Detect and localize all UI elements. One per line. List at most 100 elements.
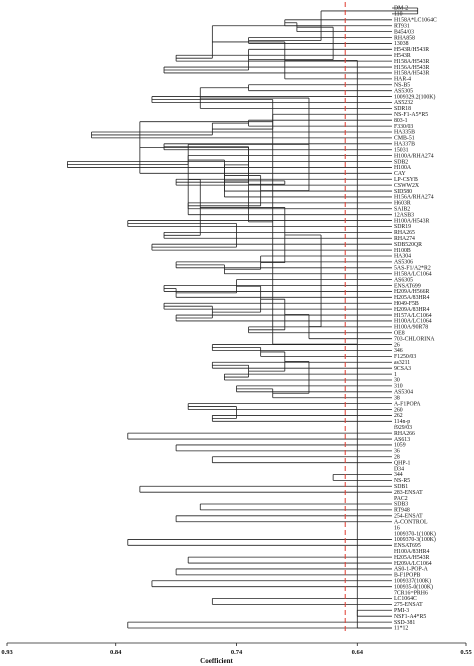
- leaf-label: RHA266: [394, 431, 415, 437]
- leaf-label: SID580: [394, 189, 412, 195]
- leaf-label: DM-2: [394, 6, 408, 12]
- leaf-label: PAC2: [394, 496, 408, 502]
- leaf-label: H100A/83HR4: [394, 549, 430, 555]
- leaf-label: H049-F5B: [394, 301, 419, 307]
- leaf-label: 344: [394, 472, 403, 478]
- leaf-label: H205A/83HR4: [394, 295, 430, 301]
- leaf-label: 7CR16=PRH6: [394, 590, 428, 596]
- leaf-label: H543R/H543R: [394, 47, 429, 53]
- leaf-label: 1: [394, 372, 397, 378]
- leaf-label: NS-F1-A5*R5: [394, 112, 428, 118]
- leaf-label: AS5306: [394, 260, 413, 266]
- leaf-label: B-F1POPB: [394, 573, 421, 579]
- leaf-label: AS5304: [394, 390, 413, 396]
- leaf-label: 310: [394, 384, 403, 390]
- leaf-label: HAR-4: [394, 77, 411, 83]
- leaf-label: 30: [394, 378, 400, 384]
- leaf-label: NS-B5: [394, 82, 410, 88]
- leaf-label: HA337B: [394, 142, 415, 148]
- leaf-label: 1059: [394, 443, 406, 449]
- leaf-label: 1009337(100K): [394, 577, 431, 584]
- leaf-label: H158A/H543R: [394, 59, 430, 65]
- leaf-label: H543R: [394, 53, 411, 59]
- leaf-label: 16: [394, 525, 400, 531]
- leaf-label: NS-R5: [394, 478, 410, 484]
- leaf-label: D34: [394, 466, 404, 472]
- leaf-label: 12ASB3: [394, 212, 414, 218]
- leaf-label: B454/03: [394, 29, 414, 35]
- leaf-label: 38: [394, 395, 400, 401]
- leaf-label: H158A/LC1064: [394, 271, 432, 277]
- leaf-label: CMB-51: [394, 136, 415, 142]
- leaf-label: OE8: [394, 330, 405, 336]
- leaf-label: 5AS-F1/A2*R2: [394, 266, 431, 272]
- leaf-label: 260: [394, 407, 403, 413]
- leaf-label: SDB520QR: [394, 242, 422, 248]
- leaf-label: 110: [394, 12, 403, 18]
- leaf-label: 15031: [394, 147, 409, 153]
- leaf-label: F330/03: [394, 124, 413, 130]
- leaf-label: RHA274: [394, 236, 415, 242]
- leaf-label: SDB2: [394, 159, 408, 165]
- leaf-label: H100B: [394, 248, 411, 254]
- leaf-label: 283-ENSAT: [394, 490, 423, 496]
- leaf-label: SDR18: [394, 106, 411, 112]
- leaf-label: H205A/H543R: [394, 555, 430, 561]
- leaf-label: 262: [394, 413, 403, 419]
- leaf-label: HA335B: [394, 130, 415, 136]
- leaf-label: F1250/03: [394, 354, 416, 360]
- leaf-label: H209A/H566R: [394, 289, 430, 295]
- leaf-label: AS5305: [394, 88, 413, 94]
- leaf-label: 26: [394, 342, 400, 348]
- leaf-label: LC1064C: [394, 596, 417, 602]
- leaf-label: SDB1: [394, 484, 408, 490]
- leaf-label: A-CONTROL: [394, 519, 428, 525]
- leaf-label: 36: [394, 449, 400, 455]
- x-tick-label: 0.93: [1, 649, 13, 656]
- x-tick-label: 0.74: [231, 649, 243, 656]
- leaf-label: H158A*LC1064C: [394, 18, 437, 24]
- leaf-label: H100A/90R78: [394, 325, 428, 331]
- leaf-label: H100A/H543R: [394, 218, 430, 224]
- leaf-label: RHA265: [394, 230, 415, 236]
- leaf-label: 1009370-1(100K): [394, 530, 436, 537]
- axis-title: Coefficient: [200, 657, 233, 665]
- leaf-label: H100A/RHA274: [394, 153, 434, 159]
- leaf-label: H156A/H543R: [394, 65, 430, 71]
- leaf-label: 100935-0(100K): [394, 583, 433, 590]
- leaf-label: ENSAT695: [394, 543, 421, 549]
- leaf-label: RHA858: [394, 35, 415, 41]
- leaf-label: H209A/83HR4: [394, 307, 430, 313]
- leaf-label: CSWW2X: [394, 183, 420, 189]
- leaf-label: 254-ENSAT: [394, 514, 423, 520]
- leaf-label: 803-1: [394, 118, 408, 124]
- leaf-label: H100A: [394, 165, 412, 171]
- leaf-label: SDR19: [394, 224, 411, 230]
- leaf-label: 9CSA3: [394, 366, 411, 372]
- leaf-label: RT948: [394, 508, 410, 514]
- leaf-label: 11*12: [394, 626, 408, 632]
- leaf-label: AS613: [394, 437, 410, 443]
- leaf-label: SAIB2: [394, 206, 410, 212]
- leaf-label: RT931: [394, 23, 410, 29]
- leaf-label: A-F1POPA: [394, 401, 421, 407]
- leaf-label: 28: [394, 454, 400, 460]
- leaf-label: SDB3: [394, 502, 408, 508]
- leaf-label: H209A/LC1064: [394, 561, 432, 567]
- leaf-label: 346: [394, 348, 403, 354]
- leaf-label: AS0-1-POP-A: [394, 567, 429, 573]
- leaf-label: 703-CHLORINA: [394, 336, 435, 342]
- leaf-label: ENSAT699: [394, 283, 421, 289]
- leaf-label: LP-CSYB: [394, 177, 418, 183]
- leaf-label: 13038: [394, 41, 409, 47]
- x-tick-label: 0.55: [460, 649, 472, 656]
- leaf-label: QHP-1: [394, 460, 411, 466]
- leaf-label: HA304: [394, 254, 411, 260]
- leaf-label: as3211: [394, 360, 410, 366]
- leaf-label: H100A/LC1064: [394, 319, 432, 325]
- x-tick-label: 0.84: [110, 649, 122, 656]
- x-tick-label: 0.64: [352, 649, 364, 656]
- leaf-label: f929/03: [394, 424, 412, 431]
- leaf-label: 1009370-3(100K): [394, 536, 436, 543]
